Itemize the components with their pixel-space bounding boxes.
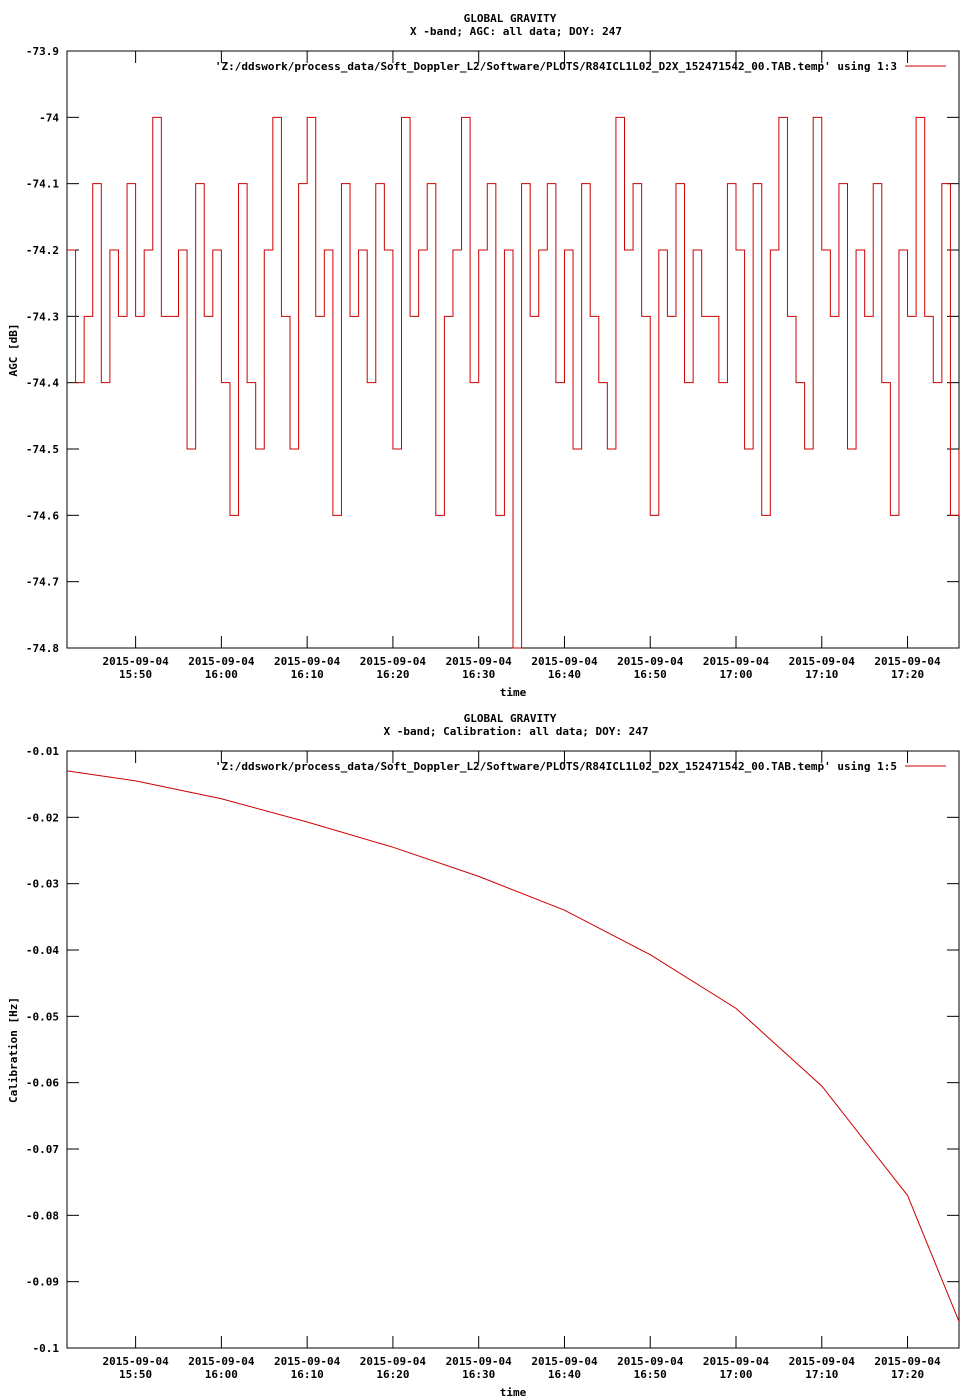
x-tick-label-date: 2015-09-04 (617, 655, 684, 668)
chart-title: GLOBAL GRAVITY (464, 712, 557, 725)
y-tick-label: -74.2 (26, 244, 59, 257)
x-tick-label-time: 17:10 (805, 1368, 838, 1381)
x-tick-label-date: 2015-09-04 (446, 655, 513, 668)
x-tick-label-date: 2015-09-04 (446, 1355, 513, 1368)
y-axis: -73.9 -74 -74.1 -74.2 -74.3 -74.4 -74.5 -74.6 -7… (26, 45, 959, 655)
y-tick-label: -74.6 (26, 509, 59, 522)
legend: 'Z:/ddswork/process_data/Soft_Doppler_L2… (215, 60, 946, 73)
legend-label: 'Z:/ddswork/process_data/Soft_Doppler_L2… (215, 760, 897, 773)
x-tick-label-date: 2015-09-04 (789, 655, 856, 668)
x-tick-label-time: 16:00 (205, 668, 238, 681)
x-axis: 2015-09-0415:502015-09-0416:002015-09-04… (102, 51, 941, 681)
y-tick-label: -0.03 (26, 878, 59, 891)
x-tick-label-date: 2015-09-04 (188, 1355, 255, 1368)
x-axis: 2015-09-0415:502015-09-0416:002015-09-04… (102, 751, 941, 1381)
y-tick-label: -0.1 (33, 1342, 60, 1355)
plot-frame (66, 750, 960, 1349)
x-tick-label-time: 15:50 (119, 1368, 152, 1381)
x-tick-label-time: 16:40 (548, 668, 581, 681)
x-tick-label-time: 16:30 (462, 1368, 495, 1381)
agc-series-line (67, 116, 960, 649)
y-tick-label: -74.3 (26, 310, 59, 323)
calibration-series-line (66, 770, 960, 1322)
x-tick-label-time: 15:50 (119, 668, 152, 681)
x-tick-label-date: 2015-09-04 (360, 655, 427, 668)
x-tick-label-time: 16:00 (205, 1368, 238, 1381)
x-tick-label-time: 16:50 (634, 668, 667, 681)
x-tick-label-time: 16:10 (291, 1368, 324, 1381)
x-tick-label-date: 2015-09-04 (360, 1355, 427, 1368)
x-tick-label-time: 16:30 (462, 668, 495, 681)
y-axis-label: Calibration [Hz] (7, 997, 20, 1103)
legend: 'Z:/ddswork/process_data/Soft_Doppler_L2… (215, 760, 946, 773)
x-tick-label-date: 2015-09-04 (102, 1355, 169, 1368)
chart-title: GLOBAL GRAVITY (464, 12, 557, 25)
y-tick-label: -0.07 (26, 1143, 59, 1156)
x-tick-label-time: 16:20 (376, 668, 409, 681)
x-tick-label-date: 2015-09-04 (703, 1355, 770, 1368)
x-tick-label-time: 17:20 (891, 668, 924, 681)
x-tick-label-date: 2015-09-04 (274, 655, 341, 668)
y-tick-label: -0.02 (26, 811, 59, 824)
y-tick-label: -74.5 (26, 443, 59, 456)
x-tick-label-date: 2015-09-04 (617, 1355, 684, 1368)
y-axis-label: AGC [dB] (7, 324, 20, 377)
y-tick-label: -0.05 (26, 1010, 59, 1023)
x-tick-label-time: 16:50 (634, 1368, 667, 1381)
x-tick-label-date: 2015-09-04 (789, 1355, 856, 1368)
calibration-chart: GLOBAL GRAVITY X -band; Calibration: all… (7, 712, 960, 1399)
x-tick-label-date: 2015-09-04 (531, 655, 598, 668)
y-tick-label: -74.1 (26, 178, 59, 191)
y-tick-label: -73.9 (26, 45, 59, 58)
chart-subtitle: X -band; AGC: all data; DOY: 247 (410, 25, 622, 38)
chart-subtitle: X -band; Calibration: all data; DOY: 247 (384, 725, 649, 738)
x-axis-label: time (500, 1386, 527, 1399)
x-tick-label-date: 2015-09-04 (703, 655, 770, 668)
x-tick-label-date: 2015-09-04 (874, 1355, 941, 1368)
x-tick-label-time: 17:20 (891, 1368, 924, 1381)
legend-label: 'Z:/ddswork/process_data/Soft_Doppler_L2… (215, 60, 897, 73)
y-tick-label: -74 (39, 111, 59, 124)
y-tick-label: -74.7 (26, 576, 59, 589)
y-tick-label: -0.08 (26, 1209, 59, 1222)
x-tick-label-date: 2015-09-04 (102, 655, 169, 668)
y-tick-label: -0.06 (26, 1077, 59, 1090)
y-tick-label: -74.8 (26, 642, 59, 655)
y-tick-label: -0.09 (26, 1276, 59, 1289)
x-tick-label-date: 2015-09-04 (274, 1355, 341, 1368)
x-tick-label-time: 17:10 (805, 668, 838, 681)
y-tick-label: -0.01 (26, 745, 59, 758)
x-tick-label-time: 17:00 (719, 1368, 752, 1381)
y-tick-label: -0.04 (26, 944, 59, 957)
y-tick-label: -74.4 (26, 377, 59, 390)
x-tick-label-date: 2015-09-04 (531, 1355, 598, 1368)
x-tick-label-time: 17:00 (719, 668, 752, 681)
x-tick-label-time: 16:10 (291, 668, 324, 681)
x-tick-label-time: 16:20 (376, 1368, 409, 1381)
x-axis-label: time (500, 686, 527, 699)
y-axis: -0.01 -0.02 -0.03 -0.04 -0.05 -0.06 -0.07 -0.08… (26, 745, 959, 1355)
x-tick-label-date: 2015-09-04 (188, 655, 255, 668)
agc-chart: GLOBAL GRAVITY X -band; AGC: all data; D… (7, 12, 960, 699)
x-tick-label-time: 16:40 (548, 1368, 581, 1381)
x-tick-label-date: 2015-09-04 (874, 655, 941, 668)
